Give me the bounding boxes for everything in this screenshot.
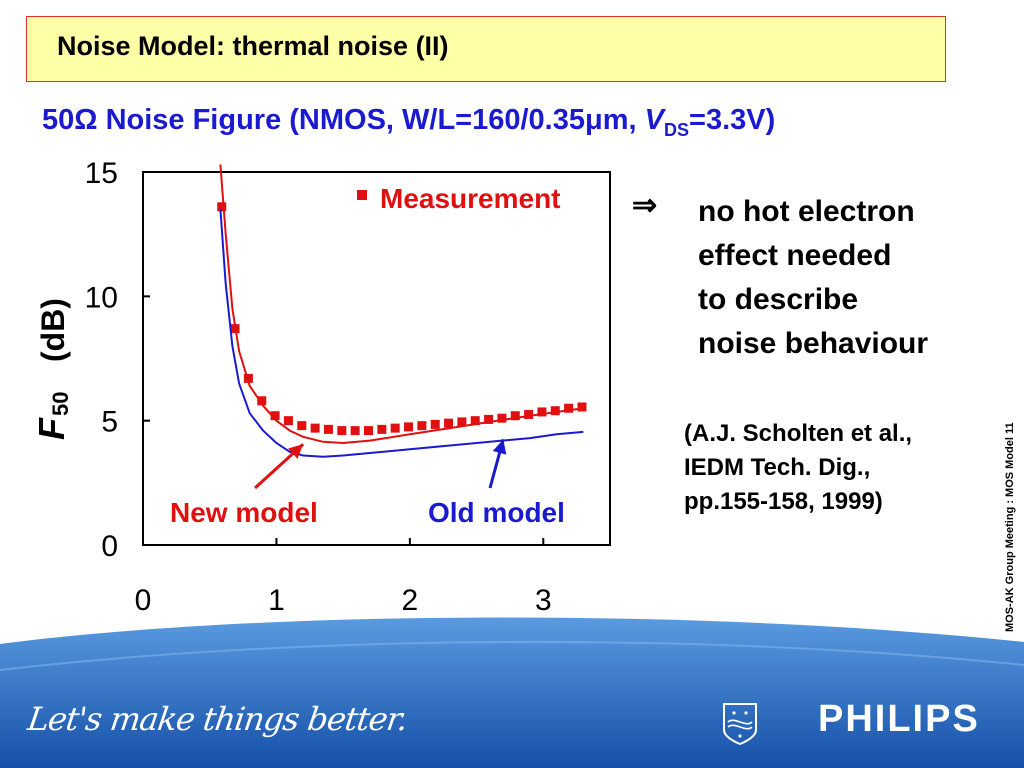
x-tick-label: 1 xyxy=(268,584,285,617)
measurement-point xyxy=(377,424,387,434)
y-tick-label: 5 xyxy=(101,406,118,439)
series-line-old-model xyxy=(219,209,584,458)
measurement-point xyxy=(297,421,307,431)
measurement-point xyxy=(310,423,320,433)
vertical-footnote: MOS-AK Group Meeting : MOS Model 11 xyxy=(1004,422,1016,632)
chart-subtitle: 50Ω Noise Figure (NMOS, W/L=160/0.35μm, … xyxy=(42,104,1002,141)
measurement-point xyxy=(390,423,400,433)
reference-line: pp.155-158, 1999) xyxy=(684,488,883,515)
reference-line: (A.J. Scholten et al., xyxy=(684,420,913,447)
annotation-old-model: Old model xyxy=(428,497,565,528)
measurement-point xyxy=(470,416,480,426)
footer-slogan: Let's make things better. xyxy=(25,700,410,738)
x-tick-label: 3 xyxy=(535,584,552,617)
chart-plot xyxy=(217,164,587,458)
reference-text: (A.J. Scholten et al., IEDM Tech. Dig., … xyxy=(684,417,912,519)
y-axis-unit: (dB) xyxy=(35,298,71,362)
measurement-point xyxy=(484,414,494,424)
measurement-point xyxy=(363,426,373,436)
measurement-point xyxy=(430,419,440,429)
measurement-point xyxy=(337,426,347,436)
old-model-arrow-head xyxy=(492,439,507,455)
chart-axes xyxy=(142,171,611,546)
measurement-point xyxy=(257,396,267,406)
conclusion-line: noise behaviour xyxy=(698,327,929,360)
measurement-point xyxy=(444,418,454,428)
measurement-point xyxy=(350,426,360,436)
philips-logo-text: PHILIPS xyxy=(818,698,980,740)
legend-marker xyxy=(357,190,367,200)
series-line-new-model xyxy=(219,164,584,445)
chart-ticks: 0 1 2 3 0 5 10 15 xyxy=(85,157,552,617)
measurement-point xyxy=(404,422,414,432)
measurement-point xyxy=(417,421,427,431)
measurement-point xyxy=(564,403,574,413)
footer-banner xyxy=(0,617,1024,768)
measurement-point xyxy=(217,202,227,212)
measurement-point xyxy=(537,407,547,417)
y-axis-title: F xyxy=(31,417,72,440)
y-tick-label: 10 xyxy=(85,281,118,314)
subtitle-v: V xyxy=(644,104,664,136)
slide-title: Noise Model: thermal noise (II) xyxy=(57,31,449,61)
subtitle-suffix: =3.3V) xyxy=(689,104,776,136)
implies-arrow: ⇒ xyxy=(632,189,658,222)
subtitle-v-sub: DS xyxy=(664,119,690,140)
legend-label: Measurement xyxy=(380,183,561,214)
title-box: Noise Model: thermal noise (II) xyxy=(26,16,946,82)
conclusion-line: to describe xyxy=(698,283,859,316)
plot-frame xyxy=(142,171,611,546)
measurement-point xyxy=(323,424,333,434)
measurement-point xyxy=(283,416,293,426)
measurement-point xyxy=(497,413,507,423)
annotation-new-model: New model xyxy=(170,497,318,528)
y-axis-title-sub: 50 xyxy=(48,392,73,416)
y-tick-label: 0 xyxy=(101,530,118,563)
reference-line: IEDM Tech. Dig., xyxy=(684,454,871,481)
y-axis-title-group: F50 (dB) xyxy=(31,298,73,440)
measurement-point xyxy=(510,411,520,421)
measurement-point xyxy=(577,402,587,412)
subtitle-prefix: 50Ω Noise Figure (NMOS, W/L=160/0.35μm, xyxy=(42,104,645,136)
philips-shield-icon xyxy=(723,703,757,746)
conclusion-line: no hot electron xyxy=(698,195,915,228)
x-tick-label: 0 xyxy=(135,584,152,617)
y-tick-label: 15 xyxy=(85,157,118,190)
measurement-point xyxy=(550,406,560,416)
new-model-arrow-head xyxy=(288,444,304,459)
x-tick-label: 2 xyxy=(402,584,419,617)
conclusion-line: effect needed xyxy=(698,239,892,272)
measurement-point xyxy=(524,409,534,419)
measurement-point xyxy=(270,411,280,421)
measurement-point xyxy=(457,417,467,427)
conclusion-text: no hot electron effect needed to describ… xyxy=(698,190,928,366)
